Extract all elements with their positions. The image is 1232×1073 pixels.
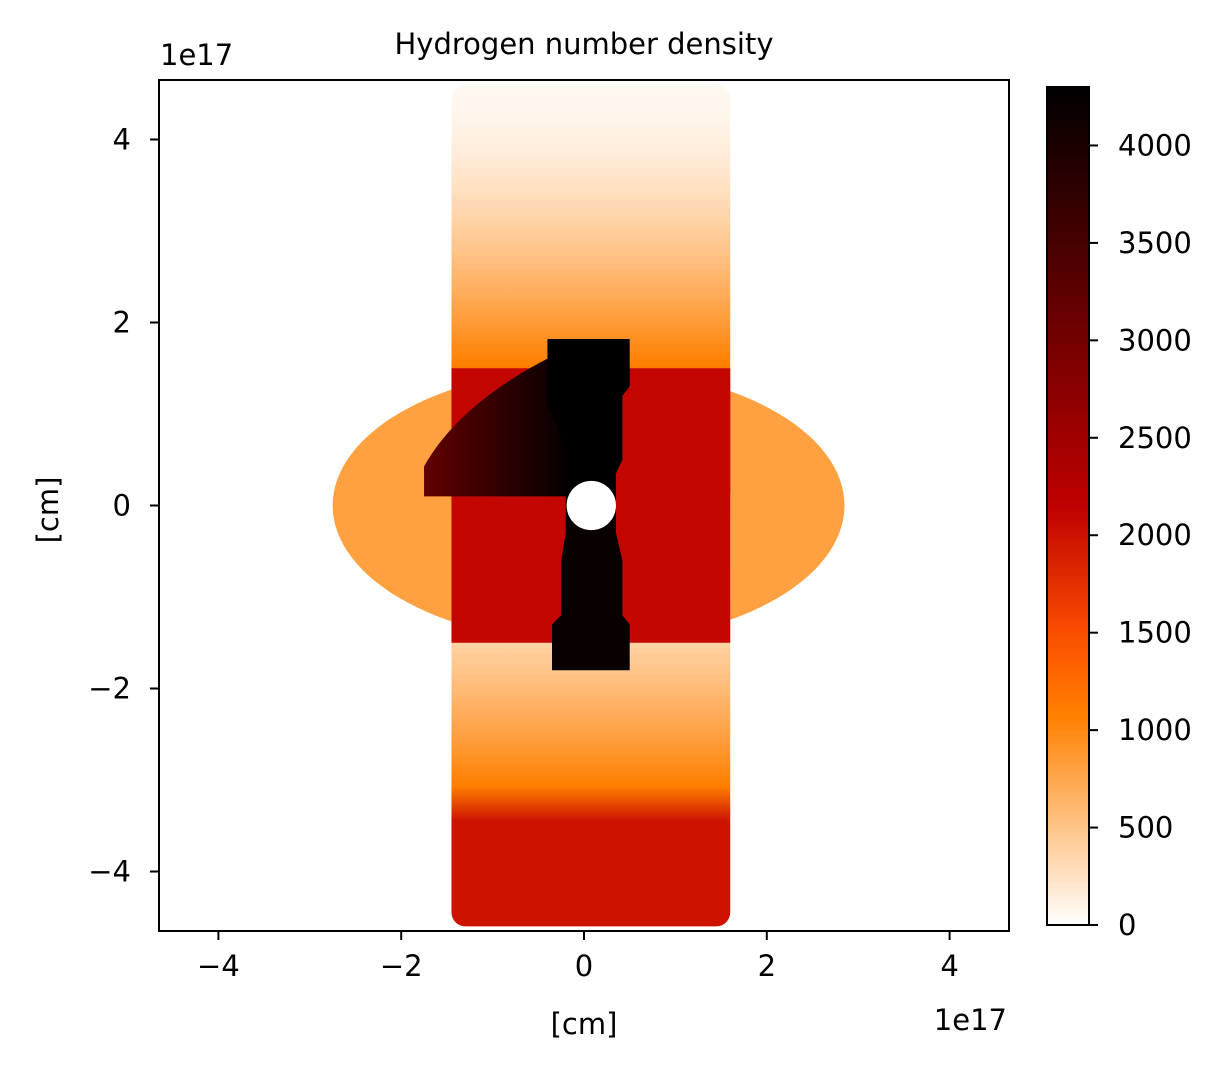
center-hole-region [566, 480, 616, 531]
y-tick-label: −2 [88, 672, 131, 706]
y-tick-label: 4 [113, 122, 131, 156]
colorbar-tick-label: 500 [1118, 811, 1173, 845]
chart-title: Hydrogen number density [395, 27, 774, 61]
colorbar-tick-label: 3500 [1118, 226, 1192, 260]
colorbar-tick-label: 2500 [1118, 421, 1192, 455]
x-tick-label: 0 [575, 949, 593, 983]
fan-sector-region [424, 345, 575, 497]
colorbar-tick-label: 0 [1118, 908, 1136, 942]
y-offset-label: 1e17 [160, 38, 233, 72]
colorbar-frame [1046, 86, 1090, 926]
x-tick-label: −2 [380, 949, 423, 983]
colorbar-tick-label: 2000 [1118, 518, 1192, 552]
y-tick-label: 0 [113, 489, 131, 523]
x-tick-label: 4 [940, 949, 958, 983]
plot-area [159, 80, 1009, 931]
x-axis-label: [cm] [551, 1007, 618, 1041]
colorbar: 0 500 1000 1500 2000 2500 3000 3500 4000 [1046, 86, 1192, 942]
colorbar-tick-label: 4000 [1118, 128, 1192, 162]
y-axis: −4 −2 0 2 4 [88, 122, 159, 889]
density-map [332, 84, 845, 927]
upper-jet-region [547, 338, 630, 506]
colorbar-tick-label: 1000 [1118, 713, 1192, 747]
y-axis-label: [cm] [31, 477, 65, 544]
x-tick-label: −4 [197, 949, 240, 983]
colorbar-tick-label: 3000 [1118, 323, 1192, 357]
y-tick-label: 2 [113, 305, 131, 339]
x-axis: −4 −2 0 2 4 [197, 931, 959, 983]
colorbar-gradient [1047, 87, 1089, 925]
colorbar-ticks: 0 500 1000 1500 2000 2500 3000 3500 4000 [1089, 128, 1192, 942]
x-tick-label: 2 [758, 949, 776, 983]
x-offset-label: 1e17 [934, 1003, 1007, 1037]
colorbar-tick-label: 1500 [1118, 616, 1192, 650]
lower-jet-region [552, 505, 630, 671]
y-tick-label: −4 [88, 855, 131, 889]
